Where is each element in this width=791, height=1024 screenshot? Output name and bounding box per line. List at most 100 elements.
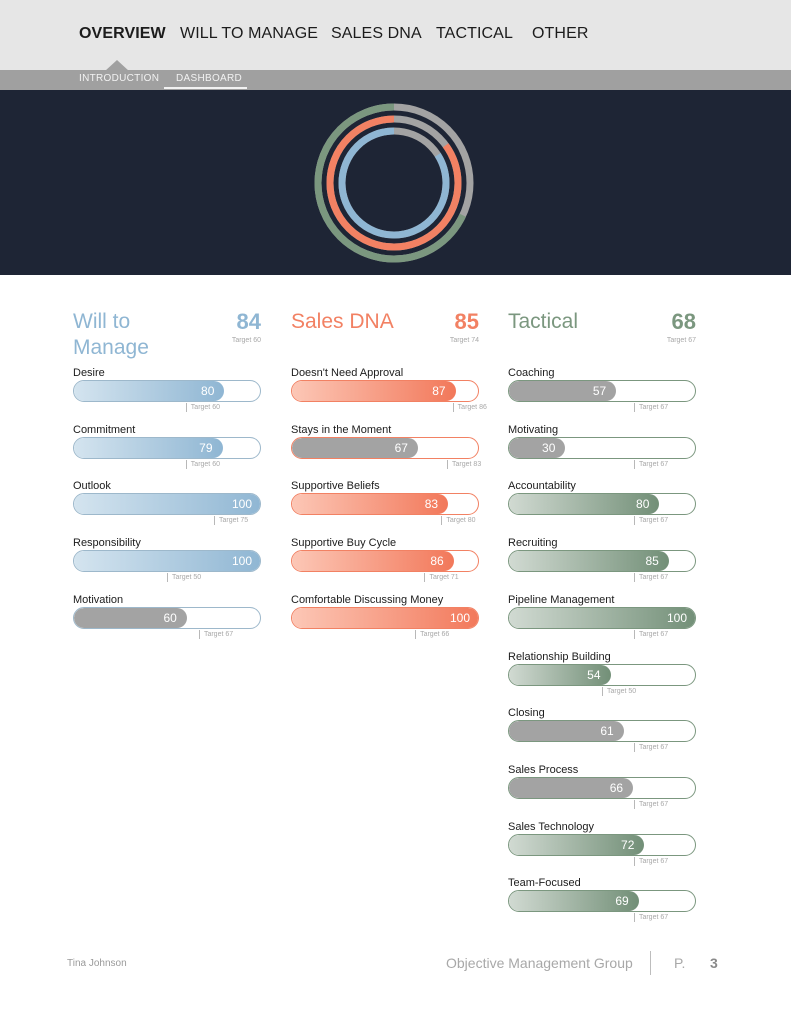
target-label: Target 66 <box>420 630 450 638</box>
score-item: Sales Technology 72 Target 67 <box>508 821 696 877</box>
score-item-label: Relationship Building <box>508 650 611 663</box>
score-bar: 79 <box>73 436 261 459</box>
score-item-label: Recruiting <box>508 537 558 550</box>
footer-candidate-name: Tina Johnson <box>67 958 127 969</box>
score-item-label: Outlook <box>73 480 111 493</box>
target-label: Target 50 <box>607 687 637 695</box>
column-header: Will to Manage 84 Target 60 <box>73 305 261 361</box>
target-label: Target 67 <box>638 800 669 808</box>
column-score: 85 <box>454 309 479 334</box>
target-marker: Target 67 <box>633 629 668 639</box>
target-marker: Target 60 <box>185 403 220 412</box>
score-bar-fill <box>509 721 624 742</box>
score-item-label: Commitment <box>73 423 136 436</box>
score-item: Closing 61 Target 67 <box>508 707 696 763</box>
score-bar-value: 100 <box>666 610 687 625</box>
score-item: Commitment 79 Target 60 <box>73 424 261 480</box>
score-item: Accountability 80 Target 67 <box>508 480 696 536</box>
score-bar-fill <box>292 607 478 628</box>
target-label: Target 75 <box>219 517 249 525</box>
score-item: Desire 80 Target 60 <box>73 367 261 423</box>
score-bar: 100 <box>73 493 261 516</box>
score-bar-value: 54 <box>587 667 601 682</box>
score-item-label: Coaching <box>508 367 555 379</box>
score-item-label: Accountability <box>508 480 576 493</box>
score-bar-fill <box>509 664 611 685</box>
tab-sales-dna[interactable]: SALES DNA <box>331 25 422 42</box>
target-label: Target 67 <box>203 630 234 638</box>
score-bar-value: 66 <box>609 780 624 795</box>
score-bar-value: 57 <box>592 384 607 398</box>
score-bar-fill <box>509 607 695 628</box>
score-item-label: Closing <box>508 707 545 720</box>
score-bar-value: 100 <box>231 497 252 512</box>
target-marker: Target 86 <box>452 403 487 412</box>
score-bar-value: 100 <box>449 610 470 625</box>
target-marker: Target 83 <box>447 459 481 469</box>
score-item-label: Team-Focused <box>508 877 581 890</box>
active-tab-caret-icon <box>105 60 129 71</box>
score-bar: 100 <box>508 606 696 629</box>
score-bar-value: 85 <box>645 554 659 569</box>
tab-will-to-manage[interactable]: WILL TO MANAGE <box>180 25 319 42</box>
target-label: Target 50 <box>172 574 202 582</box>
column-header: Tactical 68 Target 67 <box>508 305 696 361</box>
score-bar-value: 67 <box>394 440 408 455</box>
score-bar-fill <box>292 437 418 458</box>
target-marker: Target 67 <box>198 629 233 639</box>
target-marker: Target 67 <box>633 856 668 866</box>
target-label: Target 83 <box>452 460 482 468</box>
column-target: Target 74 <box>449 337 479 344</box>
score-bar: 67 <box>291 436 479 459</box>
score-item: Recruiting 85 Target 67 <box>508 537 696 593</box>
footer-divider <box>650 951 651 975</box>
target-marker: Target 67 <box>633 913 668 923</box>
target-label: Target 60 <box>190 460 220 468</box>
score-bar-fill <box>509 551 669 572</box>
score-bar: 72 <box>508 833 696 856</box>
column-score: 68 <box>671 309 696 334</box>
score-item: Comfortable Discussing Money 100 Target 66 <box>291 594 479 650</box>
column-score: 84 <box>236 309 261 334</box>
tab-overview[interactable]: OVERVIEW <box>79 25 166 42</box>
target-marker: Target 67 <box>633 459 668 469</box>
score-bar: 54 <box>508 663 696 686</box>
score-item-label: Stays in the Moment <box>291 423 392 436</box>
score-item-label: Pipeline Management <box>508 593 615 606</box>
score-bar: 69 <box>508 890 696 913</box>
score-bar-fill <box>74 607 187 628</box>
score-item: Relationship Building 54 Target 50 <box>508 651 696 707</box>
target-marker: Target 67 <box>633 403 668 412</box>
target-marker: Target 75 <box>214 516 248 526</box>
score-item: Motivation 60 Target 67 <box>73 594 261 650</box>
target-marker: Target 67 <box>633 799 668 809</box>
tab-other[interactable]: OTHER <box>532 25 589 42</box>
footer-page-prefix: P. <box>674 955 686 971</box>
summary-hero <box>0 90 791 275</box>
score-item: Coaching 57 Target 67 <box>508 367 696 423</box>
subtab-introduction[interactable]: INTRODUCTION <box>79 73 160 84</box>
score-item-label: Motivation <box>73 593 124 606</box>
active-subtab-underline <box>164 87 247 89</box>
column-will: Will to Manage 84 Target 60 Desire 80 Target … <box>73 305 261 639</box>
score-item-label: Doesn't Need Approval <box>291 367 404 379</box>
score-item: Supportive Buy Cycle 86 Target 71 <box>291 537 479 593</box>
target-label: Target 67 <box>638 857 669 865</box>
column-header: Sales DNA 85 Target 74 <box>291 305 479 361</box>
score-bar: 100 <box>73 550 261 573</box>
score-bar-fill <box>292 381 456 401</box>
score-item: Responsibility 100 Target 50 <box>73 537 261 593</box>
tab-tactical[interactable]: TACTICAL <box>436 25 513 42</box>
score-bar: 57 <box>508 380 696 402</box>
column-tactical: Tactical 68 Target 67 Coaching 57 Target 67 Mo… <box>508 305 696 923</box>
ring-progress-tactical <box>314 103 474 263</box>
score-item: Doesn't Need Approval 87 Target 86 <box>291 367 487 423</box>
target-label: Target 80 <box>446 517 476 525</box>
footer-page-number: 3 <box>710 955 718 971</box>
score-bar: 86 <box>291 550 479 573</box>
subtab-dashboard[interactable]: DASHBOARD <box>176 73 243 84</box>
target-marker: Target 67 <box>633 743 668 753</box>
score-bar-fill <box>509 437 566 458</box>
score-bar-value: 80 <box>201 384 215 398</box>
target-label: Target 67 <box>638 630 669 638</box>
